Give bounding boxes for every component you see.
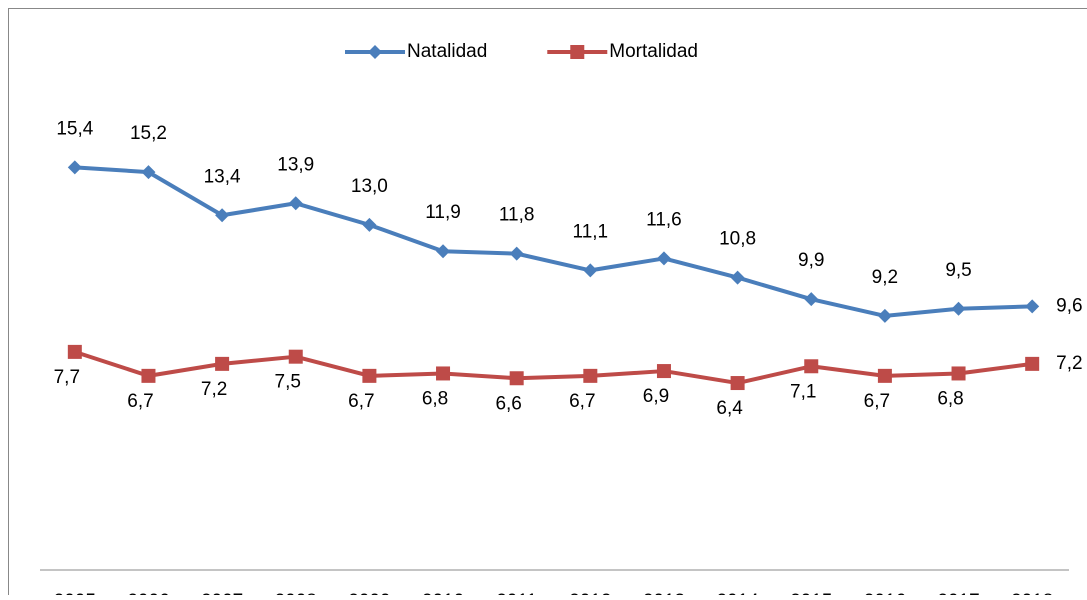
data-label: 9,9: [798, 250, 824, 271]
data-label: 11,9: [425, 202, 461, 223]
data-label: 6,7: [864, 391, 890, 412]
data-label: 6,8: [422, 388, 448, 409]
marker: [362, 369, 376, 383]
data-label: 15,2: [130, 123, 167, 144]
data-label: 7,2: [201, 379, 227, 400]
marker: [878, 369, 892, 383]
marker: [731, 376, 745, 390]
data-label: 9,5: [945, 260, 971, 281]
data-label: 6,7: [569, 391, 595, 412]
data-label: 13,0: [351, 176, 388, 197]
data-label: 7,7: [54, 367, 80, 388]
data-label: 13,4: [204, 166, 241, 187]
marker: [68, 345, 82, 359]
data-label: 7,2: [1056, 353, 1082, 374]
x-tick-label: 2016: [864, 591, 906, 595]
data-label: 6,6: [495, 393, 521, 414]
x-tick-label: 2011: [496, 591, 537, 595]
data-label: 9,6: [1056, 295, 1082, 316]
data-label: 11,6: [646, 209, 682, 230]
marker: [804, 359, 818, 373]
legend-label: Natalidad: [407, 41, 487, 62]
x-tick-label: 2008: [275, 591, 317, 595]
x-tick-label: 2015: [790, 591, 832, 595]
marker: [289, 350, 303, 364]
x-tick-label: 2013: [643, 591, 685, 595]
x-tick-label: 2007: [201, 591, 243, 595]
data-label: 10,8: [719, 229, 756, 250]
data-label: 6,7: [127, 391, 153, 412]
x-tick-label: 2005: [54, 591, 96, 595]
x-tick-label: 2018: [1011, 591, 1053, 595]
chart-frame: [9, 9, 1087, 596]
marker: [657, 364, 671, 378]
marker: [583, 369, 597, 383]
marker: [952, 366, 966, 380]
data-label: 13,9: [277, 154, 314, 175]
marker: [436, 366, 450, 380]
data-label: 6,8: [937, 388, 963, 409]
data-label: 6,9: [643, 386, 669, 407]
data-label: 7,1: [790, 381, 816, 402]
marker: [1025, 357, 1039, 371]
data-label: 6,4: [716, 398, 743, 419]
marker: [215, 357, 229, 371]
x-tick-label: 2006: [127, 591, 169, 595]
data-label: 11,8: [499, 205, 535, 226]
x-tick-label: 2012: [569, 591, 611, 595]
marker: [510, 371, 524, 385]
data-label: 9,2: [872, 267, 898, 288]
x-tick-label: 2014: [716, 591, 759, 595]
x-tick-label: 2010: [422, 591, 464, 595]
data-label: 15,4: [56, 118, 93, 139]
marker: [570, 45, 584, 59]
legend-label: Mortalidad: [609, 41, 698, 62]
data-label: 6,7: [348, 391, 374, 412]
x-tick-label: 2009: [348, 591, 390, 595]
marker: [141, 369, 155, 383]
data-label: 11,1: [573, 221, 609, 242]
x-tick-label: 2017: [937, 591, 979, 595]
data-label: 7,5: [275, 372, 301, 393]
